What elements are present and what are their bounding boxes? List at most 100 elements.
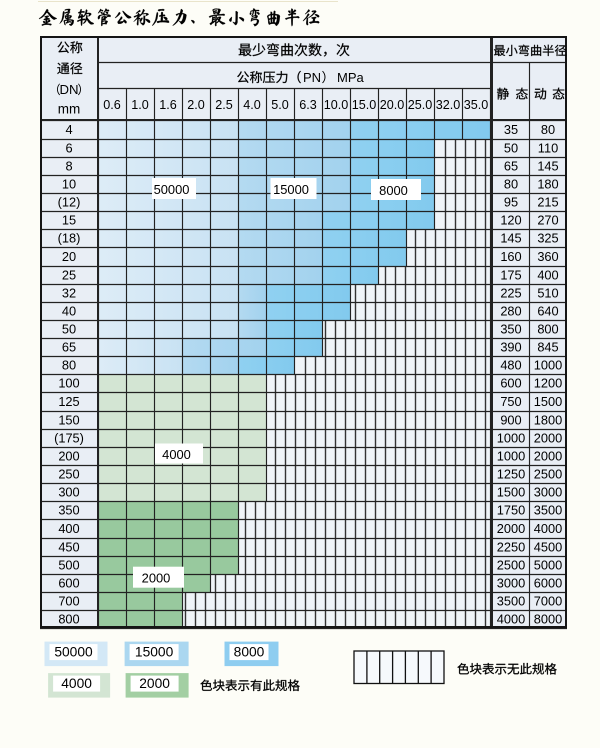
svg-text:750: 750 (500, 394, 521, 409)
svg-text:160: 160 (500, 249, 521, 264)
svg-text:145: 145 (537, 159, 558, 174)
svg-text:4000: 4000 (61, 676, 92, 691)
svg-text:1.0: 1.0 (131, 98, 149, 112)
svg-text:50: 50 (62, 322, 76, 337)
svg-text:2500: 2500 (497, 558, 525, 573)
svg-text:640: 640 (537, 304, 558, 319)
svg-text:10: 10 (62, 177, 76, 192)
svg-text:DN: DN (59, 82, 78, 97)
svg-text:8: 8 (65, 159, 72, 174)
svg-text:25.0: 25.0 (408, 98, 433, 112)
svg-text:1000: 1000 (497, 449, 525, 464)
svg-text:100: 100 (58, 376, 79, 391)
svg-text:900: 900 (500, 413, 521, 428)
svg-text:80: 80 (541, 122, 555, 137)
svg-text:1200: 1200 (534, 376, 562, 391)
svg-text:32.0: 32.0 (436, 98, 461, 112)
svg-text:125: 125 (58, 394, 79, 409)
svg-text:35.0: 35.0 (464, 98, 489, 112)
svg-text:50: 50 (504, 141, 518, 156)
svg-text:5.0: 5.0 (271, 98, 289, 112)
svg-text:1250: 1250 (497, 467, 525, 482)
svg-text:2000: 2000 (497, 521, 525, 536)
svg-text:6000: 6000 (534, 576, 562, 591)
svg-text:4000: 4000 (162, 447, 191, 462)
svg-text:500: 500 (58, 558, 79, 573)
svg-text:1800: 1800 (534, 413, 562, 428)
svg-text:215: 215 (537, 195, 558, 210)
svg-text:2000: 2000 (534, 431, 562, 446)
svg-text:400: 400 (58, 521, 79, 536)
svg-text:350: 350 (58, 503, 79, 518)
svg-text:10.0: 10.0 (324, 98, 349, 112)
svg-text:325: 325 (537, 231, 558, 246)
svg-text:800: 800 (537, 322, 558, 337)
svg-text:300: 300 (58, 485, 79, 500)
svg-text:4.0: 4.0 (243, 98, 261, 112)
svg-text:0.6: 0.6 (103, 98, 121, 112)
svg-text:2500: 2500 (534, 467, 562, 482)
svg-text:4000: 4000 (534, 521, 562, 536)
svg-text:2.0: 2.0 (187, 98, 205, 112)
svg-text:1750: 1750 (497, 503, 525, 518)
svg-text:600: 600 (500, 376, 521, 391)
svg-text:1500: 1500 (534, 394, 562, 409)
svg-text:4000: 4000 (497, 612, 525, 627)
svg-text:65: 65 (504, 159, 518, 174)
svg-text:(18): (18) (58, 231, 81, 246)
svg-text:50000: 50000 (154, 182, 190, 197)
svg-text:MPa: MPa (337, 70, 365, 85)
svg-text:350: 350 (500, 322, 521, 337)
svg-text:1.6: 1.6 (159, 98, 177, 112)
svg-text:65: 65 (62, 340, 76, 355)
svg-text:450: 450 (58, 540, 79, 555)
svg-text:1000: 1000 (534, 358, 562, 373)
svg-text:15000: 15000 (135, 645, 174, 660)
svg-text:15000: 15000 (273, 182, 309, 197)
svg-text:225: 225 (500, 286, 521, 301)
svg-text:3000: 3000 (497, 576, 525, 591)
svg-text:20: 20 (62, 249, 76, 264)
svg-text:8000: 8000 (534, 612, 562, 627)
svg-text:2000: 2000 (534, 449, 562, 464)
svg-text:4500: 4500 (534, 540, 562, 555)
svg-text:35: 35 (504, 122, 518, 137)
svg-text:mm: mm (58, 102, 81, 117)
svg-text:845: 845 (537, 340, 558, 355)
svg-text:200: 200 (58, 449, 79, 464)
svg-text:2000: 2000 (139, 676, 170, 691)
svg-text:175: 175 (500, 268, 521, 283)
svg-text:8000: 8000 (379, 183, 408, 198)
svg-text:510: 510 (537, 286, 558, 301)
svg-text:800: 800 (58, 612, 79, 627)
svg-text:400: 400 (537, 268, 558, 283)
svg-text:150: 150 (58, 413, 79, 428)
svg-text:600: 600 (58, 576, 79, 591)
svg-text:700: 700 (58, 594, 79, 609)
svg-text:95: 95 (504, 195, 518, 210)
svg-text:80: 80 (504, 177, 518, 192)
svg-text:6: 6 (65, 141, 72, 156)
svg-text:2.5: 2.5 (215, 98, 233, 112)
svg-text:2000: 2000 (142, 571, 171, 586)
svg-text:6.3: 6.3 (299, 98, 317, 112)
svg-text:390: 390 (500, 340, 521, 355)
svg-text:3000: 3000 (534, 485, 562, 500)
svg-text:1000: 1000 (497, 431, 525, 446)
svg-text:40: 40 (62, 304, 76, 319)
svg-text:(175): (175) (54, 431, 84, 446)
svg-text:3500: 3500 (534, 503, 562, 518)
svg-text:(12): (12) (58, 195, 81, 210)
svg-text:80: 80 (62, 358, 76, 373)
svg-text:50000: 50000 (54, 645, 93, 660)
svg-text:20.0: 20.0 (380, 98, 405, 112)
svg-text:1500: 1500 (497, 485, 525, 500)
svg-text:180: 180 (537, 177, 558, 192)
svg-text:250: 250 (58, 467, 79, 482)
svg-text:110: 110 (538, 141, 558, 156)
svg-text:25: 25 (62, 268, 76, 283)
svg-text:5000: 5000 (534, 558, 562, 573)
svg-text:120: 120 (500, 213, 521, 228)
svg-text:270: 270 (537, 213, 558, 228)
svg-text:4: 4 (65, 122, 72, 137)
